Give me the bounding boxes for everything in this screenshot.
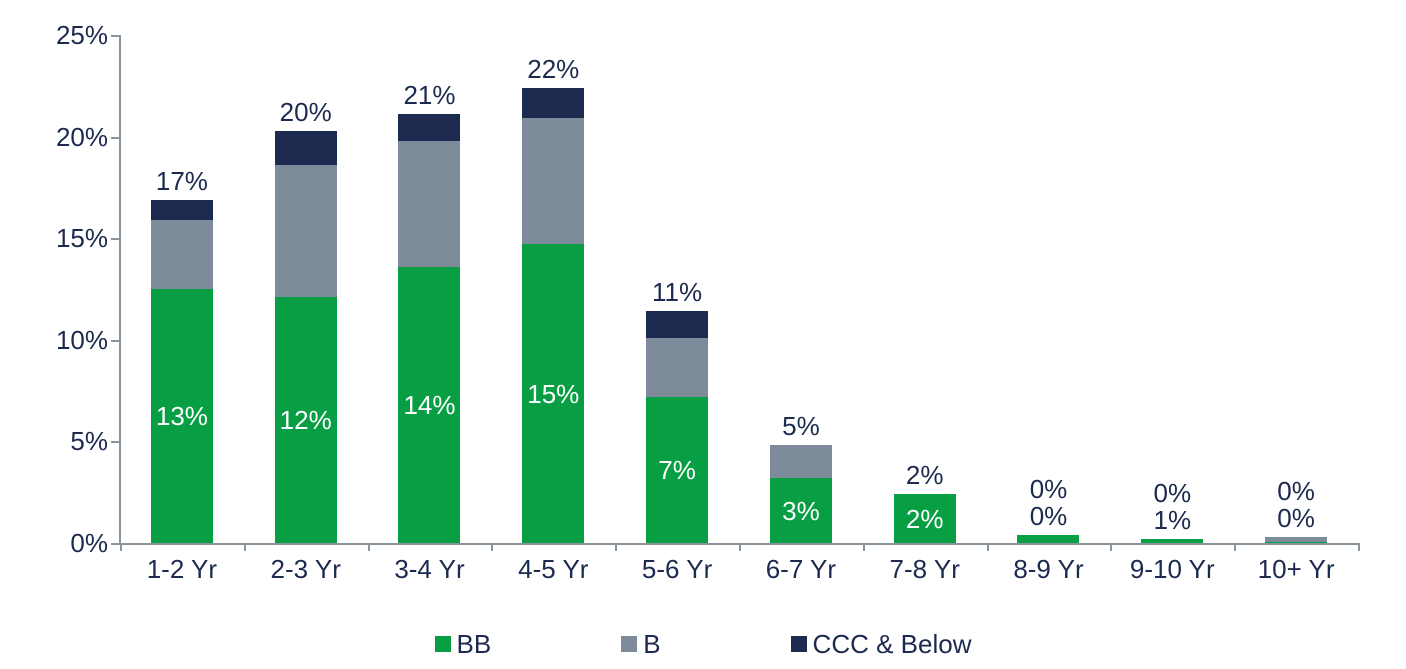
legend-item-ccc-below: CCC & Below (790, 629, 972, 659)
bar-segment-b (398, 140, 461, 267)
bb-segment-label: 1% (1153, 504, 1192, 535)
bar-column: 14% 21% (368, 35, 492, 543)
bar-column: 7% 11% (615, 35, 739, 543)
x-tick-mark (120, 545, 122, 551)
bar-segment-b (646, 337, 709, 397)
y-tick-mark (111, 35, 119, 37)
bar-column: 3% 5% (739, 35, 863, 543)
bar-total-label: 21% (403, 80, 456, 111)
bar-segment-bb (274, 297, 337, 543)
bb-segment-label: 0% (1029, 500, 1068, 531)
bb-segment-label: 3% (782, 495, 820, 526)
bb-segment-label: 14% (403, 389, 456, 420)
bar-segment-b (769, 445, 832, 478)
x-axis-line (119, 543, 1360, 545)
bar-total-label: 17% (155, 165, 208, 196)
y-tick-label: 0% (70, 528, 108, 558)
bb-segment-label: 15% (527, 378, 580, 409)
y-tick-label: 25% (55, 20, 108, 50)
bar-segment-b (150, 219, 213, 289)
bar-total-label: 5% (782, 411, 820, 442)
bar-segment-ccc-below (398, 114, 461, 141)
y-tick-mark (111, 441, 119, 444)
bar-total-label: 0% (1029, 473, 1068, 504)
bar-total-label: 20% (279, 96, 332, 127)
x-tick-mark (739, 545, 741, 551)
bar-segment-bb (769, 477, 832, 543)
bar-segment-ccc-below (274, 130, 337, 166)
y-tick-label: 15% (55, 223, 108, 254)
y-tick-label: 10% (55, 324, 108, 355)
bar-segment-bb (1265, 541, 1328, 543)
x-category-label: 5-6 Yr (641, 554, 713, 584)
legend-label: CCC & Below (812, 629, 972, 659)
bar-segment-bb (150, 289, 213, 543)
bb-segment-label: 2% (905, 503, 944, 534)
bb-segment-label: 0% (1277, 502, 1315, 533)
bar-segment-bb (398, 266, 461, 543)
bar-segment-bb (522, 244, 585, 543)
legend-swatch-icon (621, 636, 638, 652)
legend-swatch-icon (434, 636, 451, 652)
y-axis-line (119, 35, 121, 545)
bar-total-label: 2% (905, 460, 944, 491)
x-category-label: 3-4 Yr (394, 554, 465, 584)
y-tick-mark (111, 238, 119, 241)
x-tick-mark (491, 545, 494, 551)
bar-column: 0% 0% (1234, 35, 1358, 543)
x-category-label: 2-3 Yr (270, 554, 341, 584)
bar-total-label: 11% (652, 277, 703, 308)
x-category-label: 10+ Yr (1257, 554, 1335, 584)
legend-item-bb: BB (434, 629, 492, 659)
bb-segment-label: 7% (658, 454, 696, 485)
bar-column: 0% 0% (987, 35, 1111, 543)
y-tick-label: 5% (70, 426, 108, 457)
bar-total-label: 22% (527, 53, 580, 84)
bar-segment-b (274, 165, 337, 298)
x-category-label: 6-7 Yr (765, 554, 837, 584)
bar-column: 12% 20% (244, 35, 368, 543)
legend: BB B CCC & Below (0, 631, 1406, 657)
x-category-label: 8-9 Yr (1013, 554, 1084, 584)
bar-column: 2% 2% (863, 35, 987, 543)
y-tick-mark (111, 136, 119, 139)
bar-segment-b (522, 118, 585, 245)
bar-segment-bb (1017, 534, 1080, 543)
x-category-label: 4-5 Yr (518, 554, 589, 584)
y-tick-mark (111, 543, 119, 545)
bb-segment-label: 12% (279, 405, 332, 436)
legend-swatch-icon (790, 636, 807, 652)
y-tick-mark (111, 339, 119, 342)
x-tick-mark (862, 545, 865, 551)
legend-item-b: B (621, 629, 661, 659)
bar-segment-ccc-below (522, 87, 585, 119)
legend-label: B (643, 629, 661, 659)
bar-total-label: 0% (1153, 477, 1192, 508)
bar-segment-ccc-below (646, 311, 709, 338)
x-category-label: 9-10 Yr (1129, 554, 1215, 584)
bar-total-label: 0% (1277, 475, 1315, 506)
bar-segment-bb (1141, 538, 1204, 543)
y-tick-label: 20% (55, 121, 108, 152)
legend-label: BB (456, 629, 492, 659)
bar-segment-b (1265, 536, 1328, 542)
bar-column: 1% 0% (1110, 35, 1234, 543)
x-category-label: 7-8 Yr (889, 554, 960, 584)
bb-segment-label: 13% (155, 401, 208, 431)
x-tick-mark (1110, 545, 1113, 551)
bar-segment-ccc-below (150, 199, 213, 220)
x-tick-mark (615, 545, 618, 551)
x-tick-mark (367, 545, 370, 551)
bar-segment-bb (646, 396, 709, 543)
x-tick-mark (243, 545, 246, 551)
x-category-label: 1-2 Yr (146, 554, 218, 584)
bar-segment-bb (893, 494, 956, 543)
x-tick-mark (1234, 545, 1237, 551)
bar-column: 15% 22% (491, 35, 615, 543)
x-tick-mark (986, 545, 989, 551)
x-tick-mark (1358, 545, 1360, 551)
plot-area: 13% 17% 12% 20% 14% 21% 15% 22% 7% 11% 3% 5% 2% 2% 0% 0… (120, 35, 1358, 543)
bar-column: 13% 17% (120, 35, 244, 543)
